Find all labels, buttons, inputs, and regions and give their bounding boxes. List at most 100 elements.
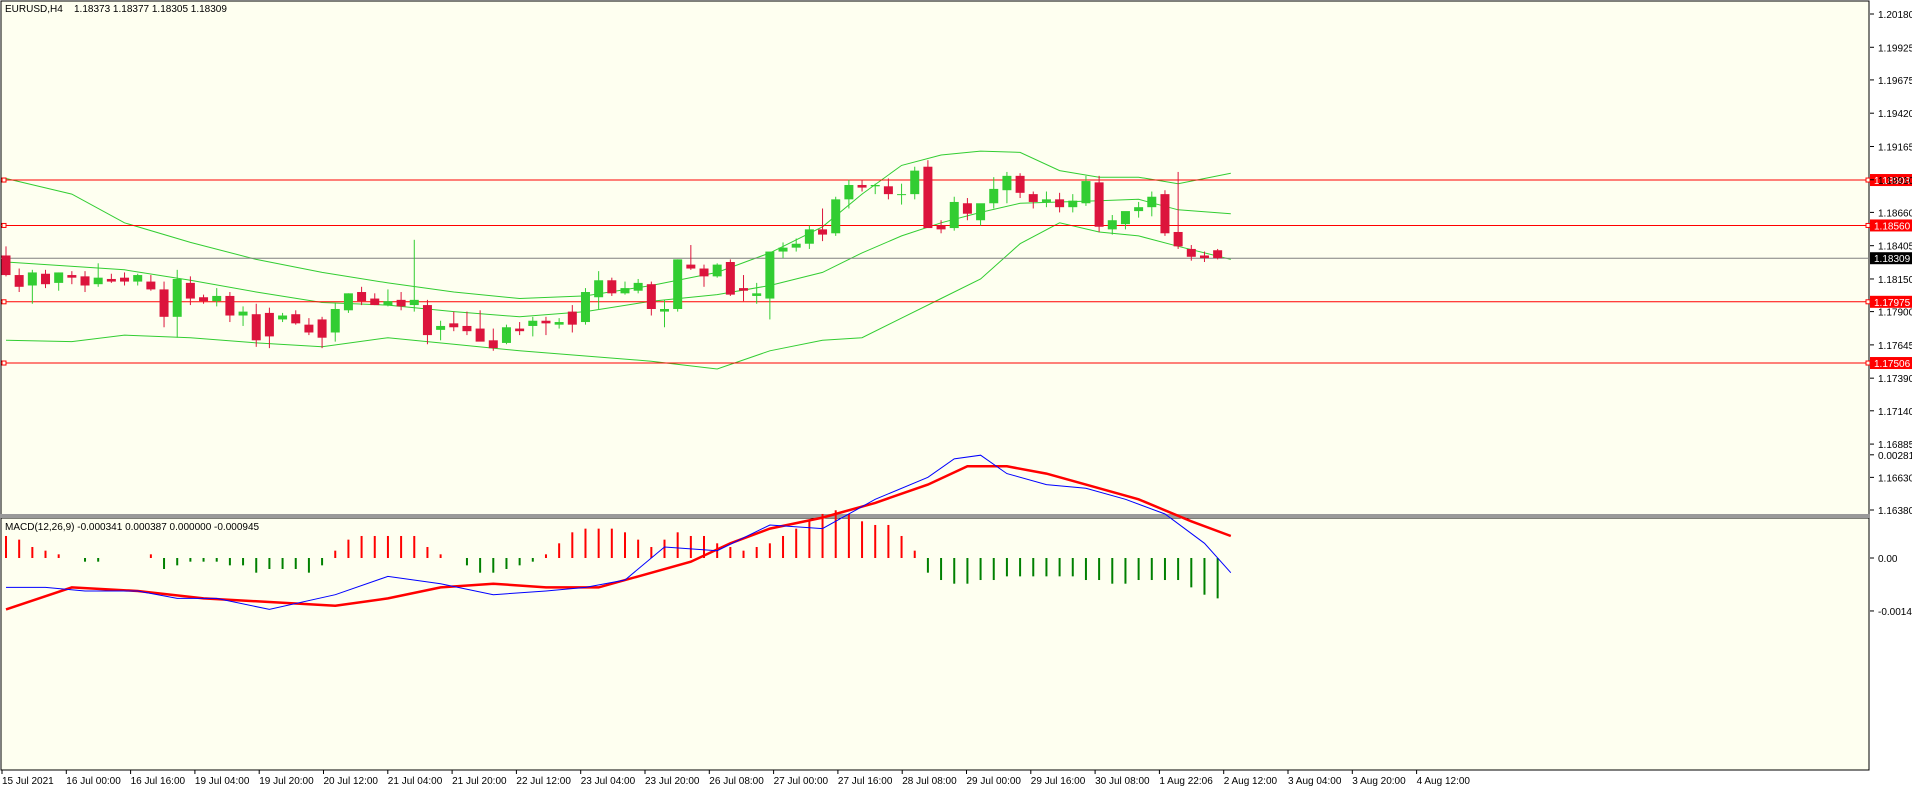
candle-body xyxy=(422,305,432,336)
price-tick-label: 1.18150 xyxy=(1878,275,1912,286)
candle-body xyxy=(225,295,235,316)
candle-body xyxy=(343,293,353,311)
candle-body xyxy=(660,308,669,312)
candle-body xyxy=(1147,196,1157,208)
candle-body xyxy=(765,251,775,299)
time-tick-label: 16 Jul 16:00 xyxy=(131,776,186,787)
candle-body xyxy=(725,262,735,295)
price-tick-label: 1.19165 xyxy=(1878,142,1912,153)
candle-body xyxy=(54,272,64,283)
candle-body xyxy=(1068,200,1078,208)
candle-body xyxy=(1213,250,1223,259)
bollinger-lower-line xyxy=(5,222,1231,370)
time-tick-label: 29 Jul 16:00 xyxy=(1031,776,1086,787)
candle-body xyxy=(357,292,367,302)
candle-body xyxy=(146,281,156,290)
candle-body xyxy=(752,293,762,296)
price-tick-label: 1.18405 xyxy=(1878,242,1912,253)
price-tick-label: 1.16630 xyxy=(1878,473,1912,484)
candle-body xyxy=(159,289,169,317)
time-tick-label: 3 Aug 20:00 xyxy=(1352,776,1406,787)
candle-body xyxy=(41,273,51,285)
candle-body xyxy=(1055,199,1065,208)
macd-tick-label: 0.002812 xyxy=(1878,451,1912,462)
time-tick-label: 27 Jul 16:00 xyxy=(838,776,893,787)
candle-body xyxy=(1,255,11,276)
candle-body xyxy=(949,201,959,229)
candle-body xyxy=(185,282,195,299)
candle-body xyxy=(120,277,130,282)
candle-body xyxy=(238,311,248,316)
candle-body xyxy=(831,199,841,234)
candle-body xyxy=(673,259,683,309)
macd-main-line xyxy=(6,454,1232,610)
pane-separator[interactable] xyxy=(0,514,1870,518)
candle-body xyxy=(989,188,999,204)
price-tick-label: 1.19420 xyxy=(1878,109,1912,120)
candle-body xyxy=(897,194,907,196)
level-handle xyxy=(1,177,7,183)
candle-body xyxy=(304,324,314,333)
candle-body xyxy=(106,278,116,282)
candle-body xyxy=(923,166,933,229)
time-tick-label: 30 Jul 08:00 xyxy=(1095,776,1150,787)
candle-body xyxy=(791,243,801,248)
level-handle xyxy=(1,222,7,228)
candle-body xyxy=(607,280,617,294)
level-price-label: 1.18908 xyxy=(1874,176,1911,187)
level-price-box xyxy=(1870,219,1912,232)
time-tick-label: 21 Jul 20:00 xyxy=(452,776,507,787)
price-tick-label: 1.18910 xyxy=(1878,176,1912,187)
candle-body xyxy=(475,328,485,342)
time-tick-label: 23 Jul 04:00 xyxy=(581,776,636,787)
candle-body xyxy=(1173,231,1183,247)
candle-body xyxy=(14,275,24,287)
candle-body xyxy=(1199,255,1209,259)
price-tick-label: 1.17900 xyxy=(1878,308,1912,319)
candle-body xyxy=(699,268,709,277)
price-tick-label: 1.17140 xyxy=(1878,407,1912,418)
current-price-box xyxy=(1870,252,1912,265)
candle-body xyxy=(370,298,380,306)
candle-body xyxy=(462,325,472,332)
candle-body xyxy=(778,247,788,252)
level-handle xyxy=(1865,360,1871,366)
level-price-label: 1.17975 xyxy=(1874,298,1911,309)
candle-body xyxy=(93,277,103,285)
candle-body xyxy=(1094,182,1104,227)
time-axis: 15 Jul 2021 16 Jul 00:00 16 Jul 16:00 19 Ju… xyxy=(1,770,1471,787)
time-tick-label: 29 Jul 00:00 xyxy=(967,776,1022,787)
time-tick-label: 4 Aug 12:00 xyxy=(1417,776,1471,787)
level-handle xyxy=(1865,222,1871,228)
horizontal-levels[interactable]: 1.18908 1.18560 1.17975 1.17506 xyxy=(1,174,1912,370)
ohlc-values: 1.18373 1.18377 1.18305 1.18309 xyxy=(74,4,227,15)
price-tick-label: 1.16380 xyxy=(1878,506,1912,517)
candle-body xyxy=(501,327,511,343)
candle-body xyxy=(910,170,920,195)
candle-body xyxy=(1041,199,1051,202)
candle-body xyxy=(739,288,749,291)
candle-body xyxy=(962,203,972,214)
candle-body xyxy=(844,184,854,200)
candle-body xyxy=(80,276,90,286)
candle-body xyxy=(1002,175,1012,191)
time-tick-label: 16 Jul 00:00 xyxy=(66,776,121,787)
candle-body xyxy=(883,186,893,195)
candle-body xyxy=(580,292,590,323)
time-tick-label: 15 Jul 2021 xyxy=(2,776,54,787)
macd-indicator xyxy=(5,454,1232,611)
time-tick-label: 2 Aug 12:00 xyxy=(1224,776,1278,787)
candle-body xyxy=(488,340,498,349)
time-tick-label: 26 Jul 08:00 xyxy=(709,776,764,787)
candle-body xyxy=(818,229,828,235)
macd-pane-bg xyxy=(0,517,1870,771)
candle-body xyxy=(1160,194,1170,234)
candle-body xyxy=(515,328,525,332)
candle-body xyxy=(317,319,327,338)
candle-body xyxy=(1134,207,1144,212)
candle-body xyxy=(594,280,604,298)
candle-body xyxy=(528,320,538,326)
candle-body xyxy=(620,288,630,294)
